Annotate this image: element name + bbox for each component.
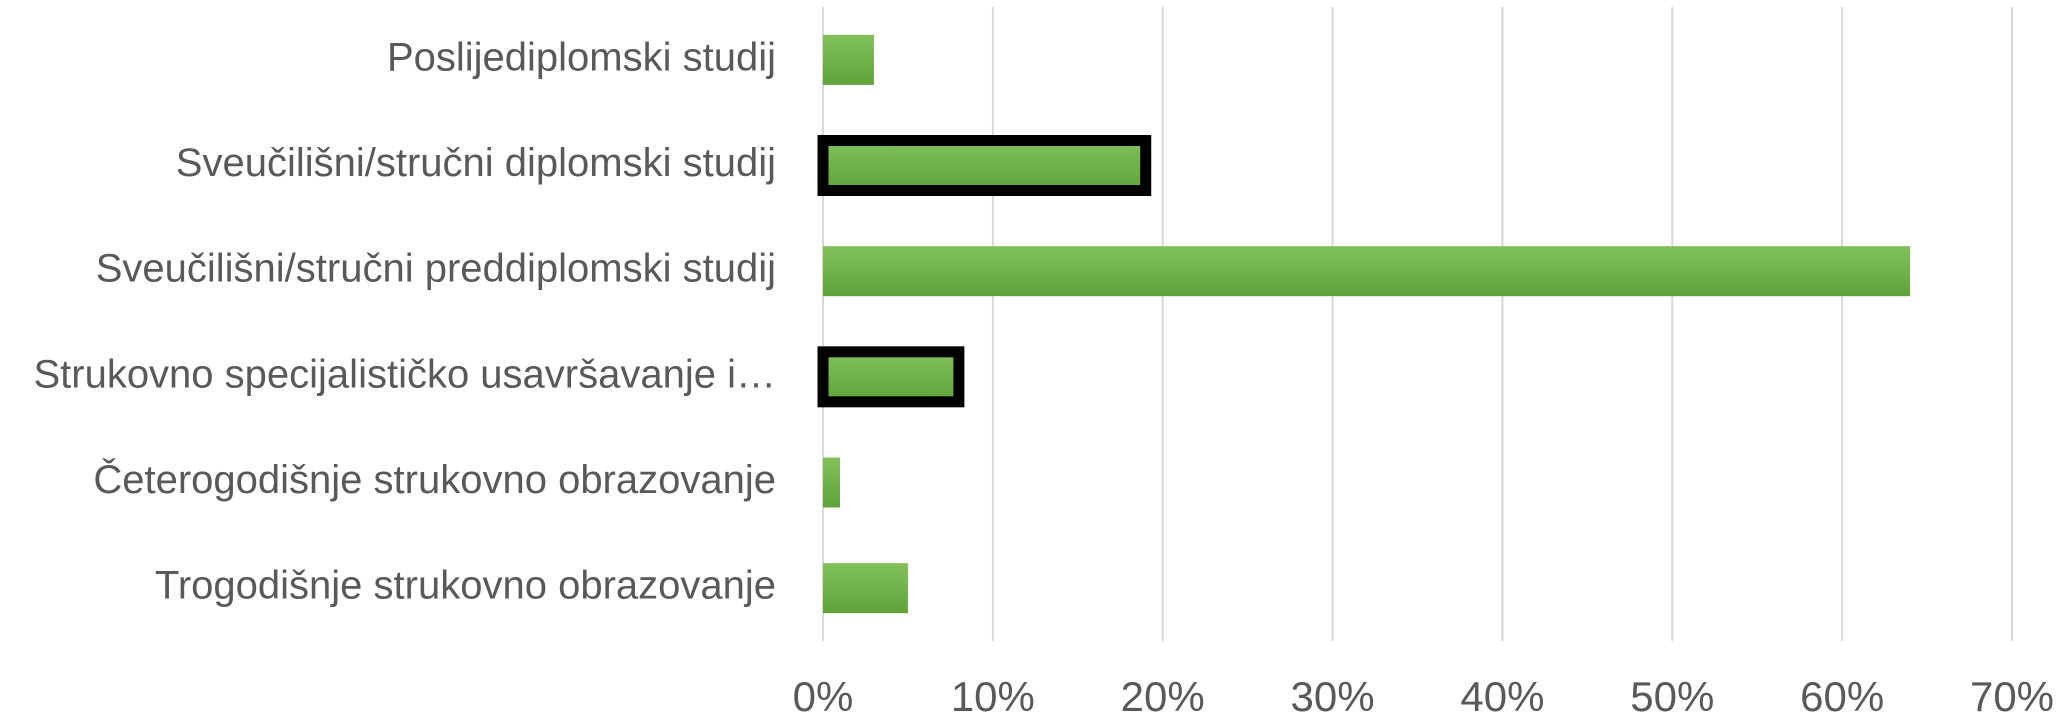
x-tick-label: 10% (951, 673, 1035, 720)
x-tick-label: 60% (1800, 673, 1884, 720)
x-tick-label: 20% (1121, 673, 1205, 720)
y-tick-label: Sveučilišni/stručni preddiplomski studij (96, 247, 776, 291)
y-tick-label: Trogodišnje strukovno obrazovanje (155, 564, 776, 608)
bar (817, 346, 965, 408)
x-tick-label: 40% (1460, 673, 1544, 720)
x-tick-label: 30% (1291, 673, 1375, 720)
x-tick-label: 70% (1970, 673, 2054, 720)
x-tick-label: 0% (793, 673, 854, 720)
bar (823, 563, 908, 614)
y-tick-label: Sveučilišni/stručni diplomski studij (176, 141, 776, 185)
bar (823, 246, 1911, 297)
bar (817, 135, 1152, 196)
y-tick-label: Strukovno specijalističko usavršavanje i… (33, 352, 776, 396)
bar (823, 34, 874, 85)
x-tick-label: 50% (1630, 673, 1714, 720)
y-tick-label: Poslijediplomski studij (387, 35, 776, 79)
bar (823, 457, 840, 508)
y-tick-label: Četerogodišnje strukovno obrazovanje (93, 457, 776, 502)
